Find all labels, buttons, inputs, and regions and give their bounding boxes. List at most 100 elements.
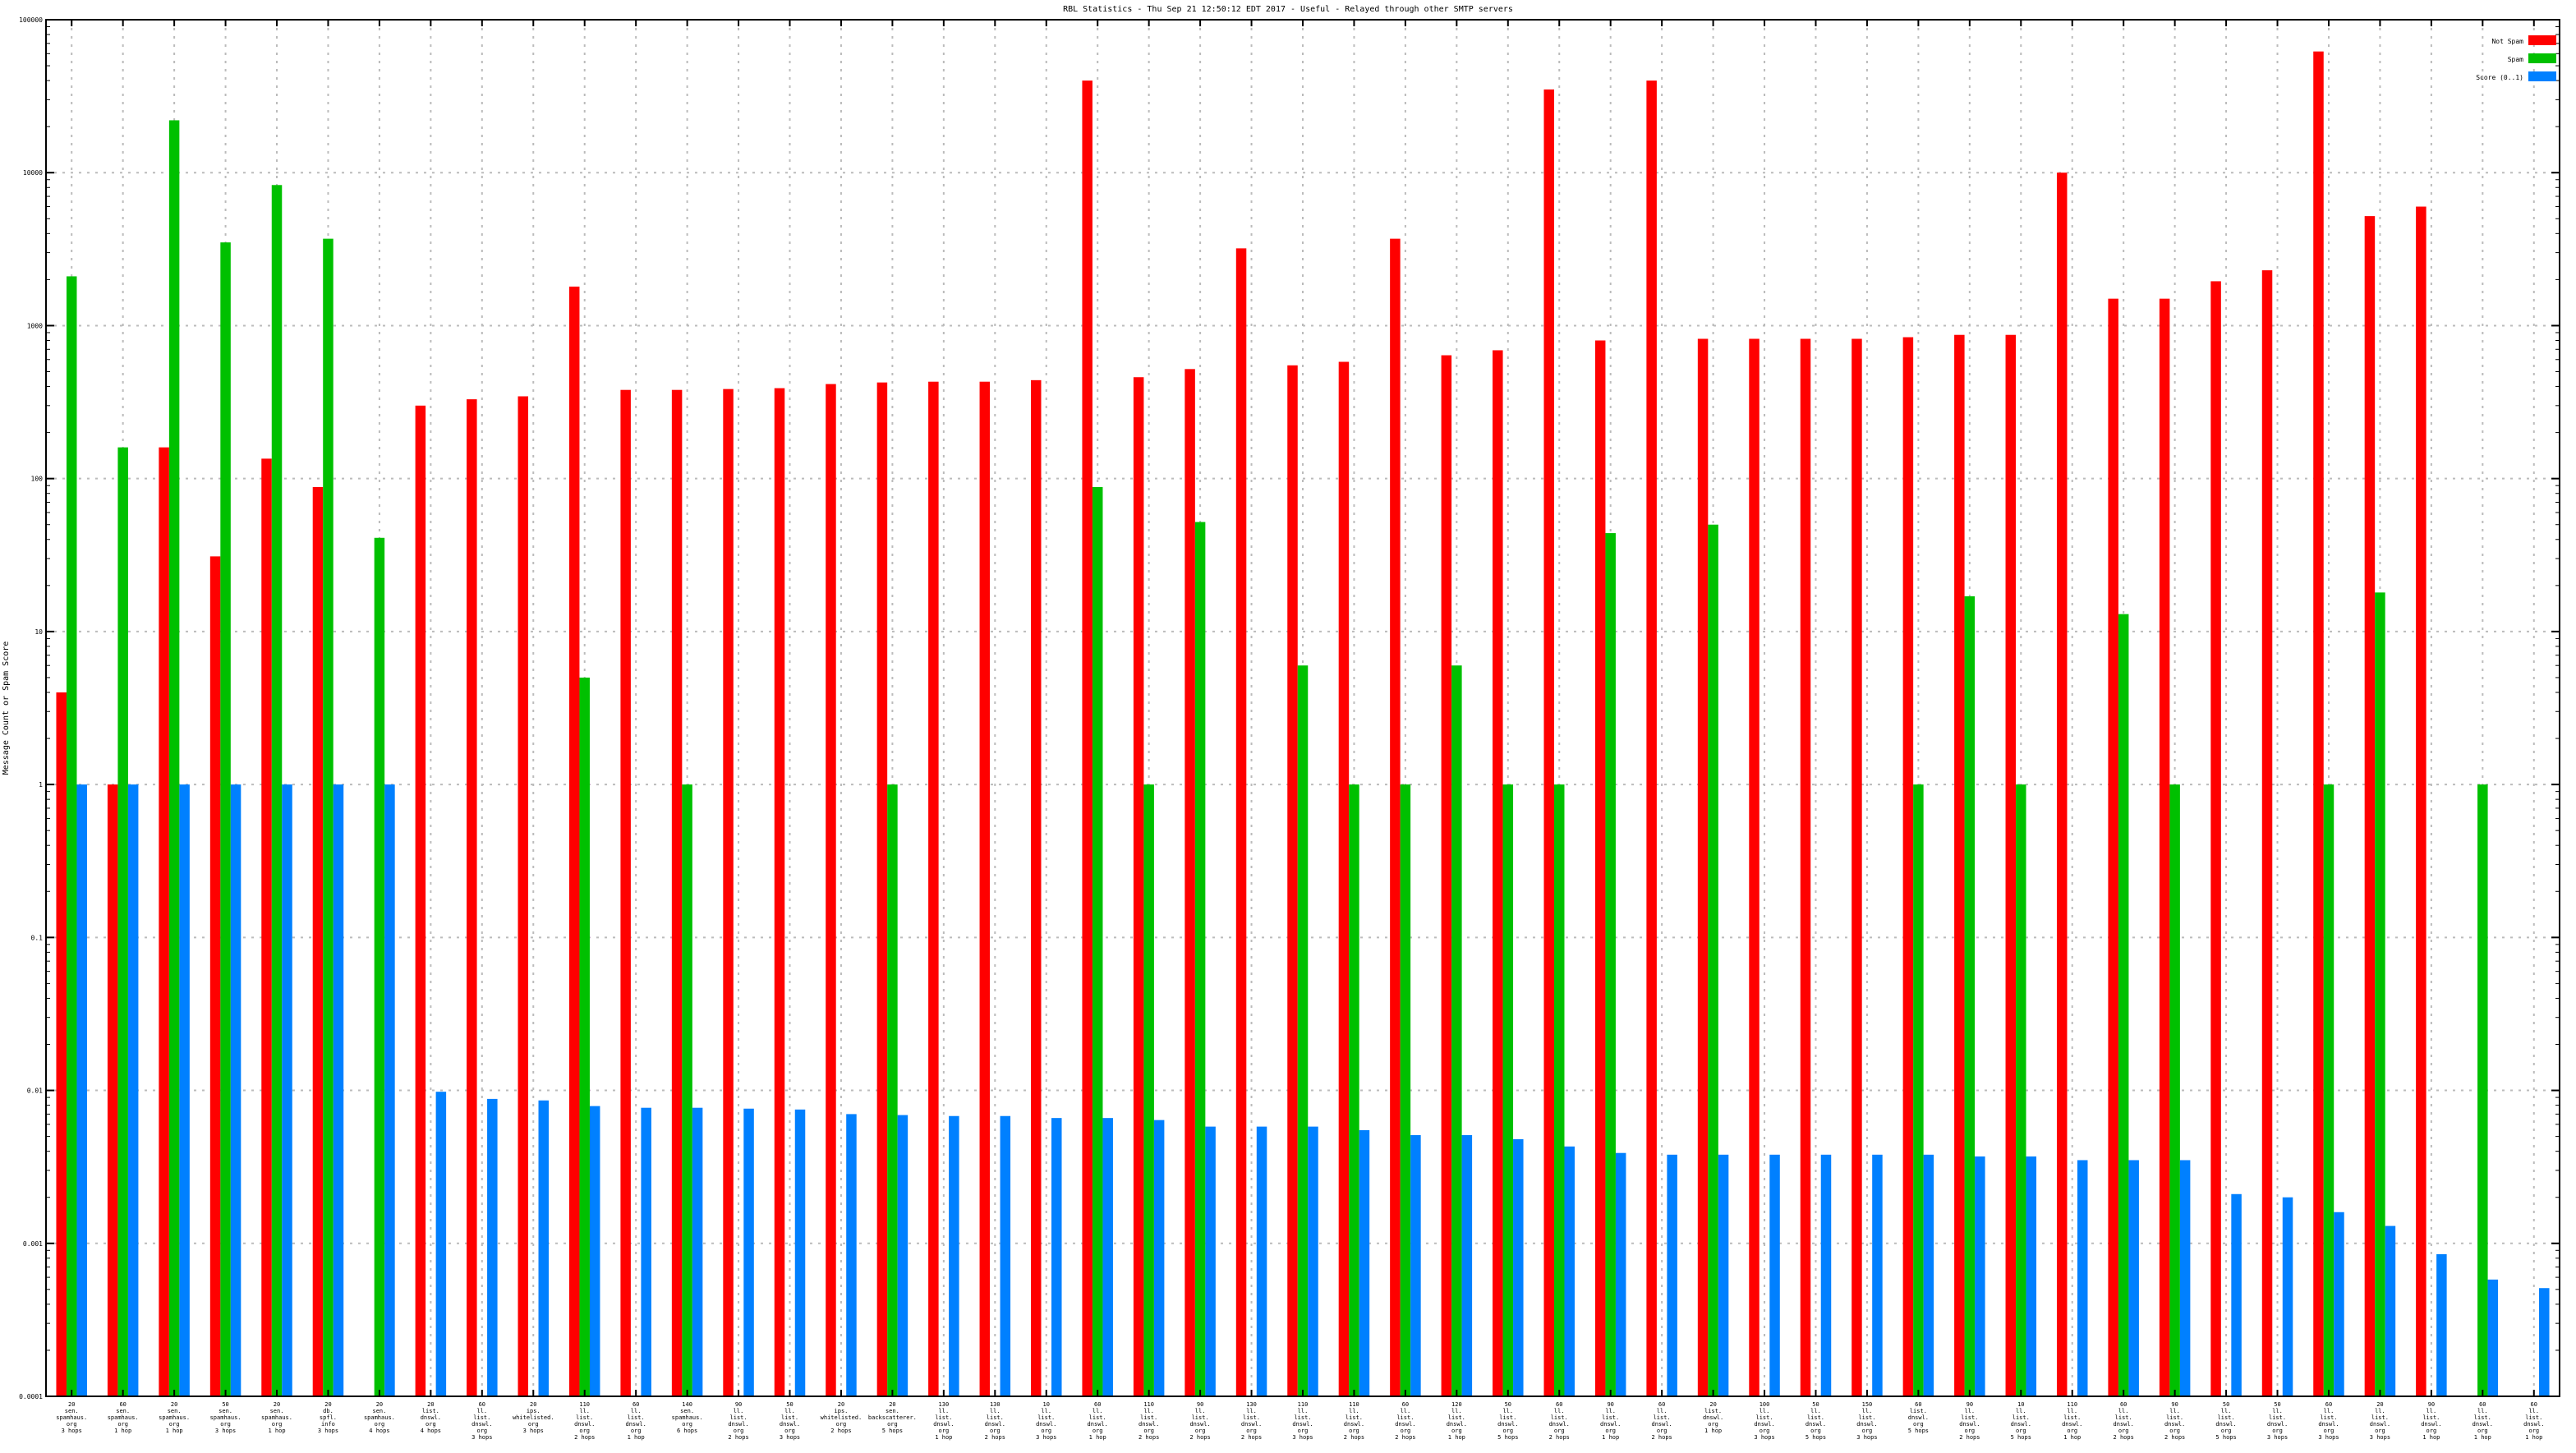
x-tick-label-line: org <box>682 1421 692 1428</box>
x-tick-label-line: org <box>1195 1428 1206 1434</box>
x-tick-label-line: 4 hops <box>369 1428 389 1434</box>
x-tick-label-line: 20 <box>324 1401 331 1408</box>
x-tick-label-line: 130 <box>939 1401 950 1408</box>
x-tick-label-line: 2 hops <box>1651 1434 1672 1441</box>
x-tick-label-line: 60 <box>1556 1401 1562 1408</box>
x-tick-label-line: org <box>990 1428 1000 1434</box>
x-tick-label-line: dnswl. <box>2267 1421 2288 1428</box>
x-tick-label-line: ll. <box>2272 1408 2283 1414</box>
y-tick-label: 100000 <box>19 16 43 24</box>
x-tick-label: 50 ll. list. dnswl. org 5 hops <box>1806 1401 1826 1441</box>
y-tick-label: 0.1 <box>31 934 44 941</box>
x-tick-label-line: ll. <box>1246 1408 1257 1414</box>
x-tick-label-line: list. <box>730 1414 748 1421</box>
x-tick-label-line: 2 hops <box>1959 1434 1980 1441</box>
bar-not-spam <box>568 286 580 1397</box>
x-tick-label-line: 50 <box>786 1401 793 1408</box>
legend-swatch <box>2528 35 2556 45</box>
x-tick-label-line: 60 <box>2479 1401 2486 1408</box>
x-tick-label-line: ll. <box>1349 1408 1359 1414</box>
bar-score-0-1 <box>127 784 139 1396</box>
x-tick-label-line: org <box>375 1421 385 1428</box>
bar-spam <box>887 784 898 1396</box>
bar-spam <box>1194 522 1206 1396</box>
bar-not-spam <box>1493 350 1503 1396</box>
bar-not-spam <box>2056 172 2068 1397</box>
legend-swatch <box>2528 53 2556 63</box>
bar-score-0-1 <box>1205 1126 1216 1396</box>
x-tick-label-line: ll. <box>1143 1408 1154 1414</box>
x-tick-label-line: 90 <box>1966 1401 1973 1408</box>
x-tick-label: 60 ll. list. dnswl. org 3 hops <box>472 1401 492 1441</box>
x-tick-label-line: spamhaus. <box>159 1414 190 1421</box>
x-tick-label-line: dnswl. <box>728 1421 748 1428</box>
x-tick-label-line: org <box>1143 1428 1154 1434</box>
x-tick-label-line: 3 hops <box>780 1434 800 1441</box>
x-tick-label: 60 sen. spamhaus. org 1 hop <box>108 1401 139 1434</box>
x-tick-label-line: 4 hops <box>421 1428 441 1434</box>
x-tick-label-line: list. <box>2525 1414 2542 1421</box>
x-tick-label-line: 3 hops <box>215 1428 236 1434</box>
x-tick-label-line: 2 hops <box>830 1428 851 1434</box>
x-tick-label-line: backscatterer. <box>868 1414 917 1421</box>
x-tick-label-line: org <box>426 1421 436 1428</box>
x-tick-label-line: dnswl. <box>626 1421 646 1428</box>
x-tick-label-line: ips. <box>527 1408 540 1414</box>
x-tick-label-line: 5 hops <box>882 1428 903 1434</box>
x-tick-label-line: ll. <box>631 1408 642 1414</box>
x-tick-label-line: dnswl. <box>1395 1421 1415 1428</box>
x-tick-label: 120 ll. list. dnswl. org 1 hop <box>1447 1401 1467 1441</box>
x-tick-label-line: org <box>1554 1428 1565 1434</box>
bar-not-spam <box>1646 80 1657 1397</box>
x-tick-label-line: 20 <box>68 1401 75 1408</box>
bar-score-0-1 <box>1410 1135 1421 1396</box>
y-tick-label: 0.0001 <box>19 1393 43 1400</box>
y-tick-label: 0.001 <box>23 1240 43 1248</box>
bar-not-spam <box>1543 89 1554 1396</box>
x-tick-label-line: ll. <box>1041 1408 1051 1414</box>
x-tick-label-line: list. <box>2269 1414 2286 1421</box>
x-tick-label-line: list. <box>1704 1408 1722 1414</box>
x-tick-label-line: org <box>2375 1428 2385 1434</box>
x-tick-label-line: list. <box>1807 1414 1824 1421</box>
bar-spam <box>1400 784 1411 1396</box>
x-tick-label-line: 1 hop <box>114 1428 131 1434</box>
x-tick-label-line: org <box>1451 1428 1462 1434</box>
bar-not-spam <box>2416 206 2426 1396</box>
x-tick-label-line: 20 <box>889 1401 895 1408</box>
bar-not-spam <box>671 389 683 1396</box>
x-tick-label-line: org <box>2118 1428 2129 1434</box>
x-tick-label: 60 ll. list. dnswl. org 2 hops <box>1651 1401 1672 1441</box>
x-tick-label-line: dnswl. <box>1241 1421 1262 1428</box>
x-tick-label: 10 ll. list. dnswl. org 3 hops <box>1036 1401 1056 1441</box>
x-tick-label-line: org <box>1605 1428 1616 1434</box>
x-tick-label-line: dnswl. <box>780 1421 800 1428</box>
x-tick-label-line: 1 hop <box>268 1428 285 1434</box>
x-tick-label-line: ll. <box>579 1408 590 1414</box>
bar-not-spam <box>1800 338 1811 1396</box>
x-tick-label-line: 20 <box>274 1401 280 1408</box>
x-tick-label-line: list. <box>576 1414 593 1421</box>
bar-score-0-1 <box>897 1115 908 1396</box>
bar-not-spam <box>1031 379 1042 1396</box>
x-tick-label-line: ll. <box>2221 1408 2232 1414</box>
x-tick-label-line: spfl. <box>320 1414 337 1421</box>
bar-score-0-1 <box>1820 1154 1832 1396</box>
x-tick-label-line: ll. <box>1605 1408 1616 1414</box>
x-tick-label: 90 ll. list. dnswl. org 1 hop <box>2421 1401 2441 1441</box>
x-tick-label-line: 5 hops <box>2011 1434 2031 1441</box>
x-tick-label: 20 sen. spamhaus. org 1 hop <box>261 1401 292 1434</box>
x-tick-label-line: org <box>631 1428 642 1434</box>
bar-score-0-1 <box>794 1109 806 1396</box>
bar-score-0-1 <box>1667 1154 1677 1396</box>
x-tick-label-line: org <box>2426 1428 2437 1434</box>
x-tick-label-line: org <box>2016 1428 2026 1434</box>
x-tick-label-line: 60 <box>2120 1401 2127 1408</box>
x-tick-label-line: ll. <box>1657 1408 1668 1414</box>
x-tick-label-line: list. <box>1294 1414 1311 1421</box>
bar-not-spam <box>2261 270 2273 1397</box>
x-tick-label: 60 ll. list. dnswl. org 3 hops <box>2318 1401 2339 1441</box>
bar-not-spam <box>826 384 836 1396</box>
x-tick-label: 60 ll. list. dnswl. org 2 hops <box>1549 1401 1570 1441</box>
x-tick-label-line: whitelisted. <box>513 1414 554 1421</box>
